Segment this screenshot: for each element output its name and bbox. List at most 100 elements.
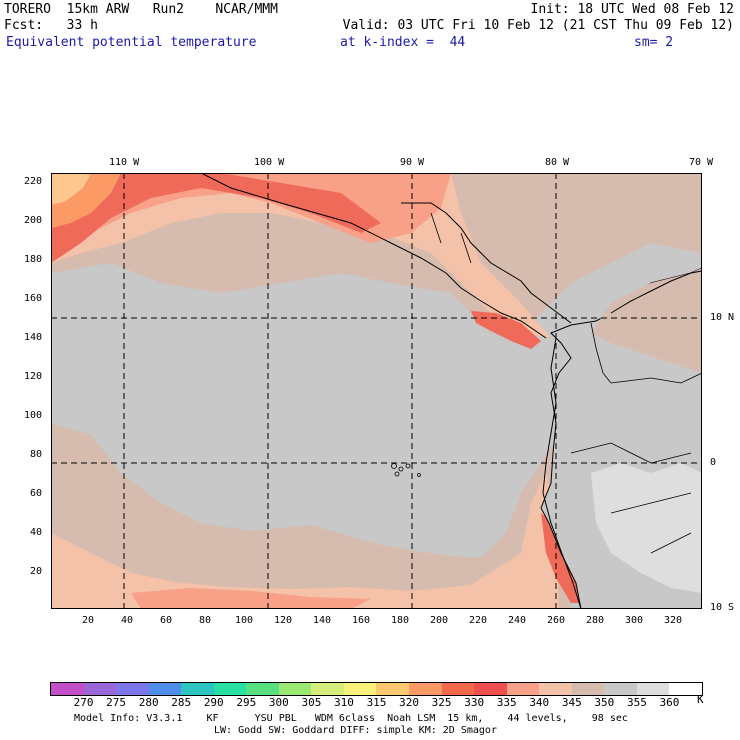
colorbar-label: 315 bbox=[366, 696, 387, 709]
colorbar-swatch bbox=[181, 683, 214, 695]
y-tick: 20 bbox=[30, 566, 43, 577]
colorbar-label: 310 bbox=[334, 696, 354, 709]
colorbar-swatch bbox=[148, 683, 182, 695]
country-borders bbox=[430, 212, 702, 554]
theta-e-map bbox=[51, 173, 702, 609]
colorbar-label: 280 bbox=[138, 696, 159, 709]
colorbar-swatch bbox=[539, 683, 572, 695]
smoothing: sm= 2 bbox=[634, 35, 674, 50]
lat-label-10n: 10 N bbox=[710, 312, 735, 323]
model-run-title: TORERO 15km ARW Run2 NCAR/MMM bbox=[4, 2, 278, 17]
far-south-warm bbox=[131, 588, 371, 609]
colorbar-label: 275 bbox=[106, 696, 127, 709]
south-america-warm-fringe bbox=[591, 268, 702, 373]
lat-label-0: 0 bbox=[710, 457, 717, 468]
colorbar-swatch bbox=[246, 683, 279, 695]
x-tick: 320 bbox=[664, 615, 683, 626]
colorbar-swatch bbox=[474, 683, 507, 695]
northern-330-band bbox=[51, 173, 381, 263]
andes-highland bbox=[591, 463, 702, 593]
colorbar-swatch bbox=[213, 683, 247, 695]
central-america-land bbox=[200, 173, 547, 339]
y-tick: 120 bbox=[24, 371, 43, 382]
x-tick: 40 bbox=[121, 615, 134, 626]
colorbar-swatch bbox=[376, 683, 410, 695]
x-tick: 200 bbox=[430, 615, 449, 626]
colorbar-swatch bbox=[278, 683, 312, 695]
x-tick: 80 bbox=[199, 615, 212, 626]
colorbar-label: 290 bbox=[203, 696, 224, 709]
colorbar-swatch bbox=[51, 683, 84, 695]
lon-label-70w: 70 W bbox=[689, 157, 714, 168]
y-tick: 80 bbox=[30, 449, 43, 460]
colorbar-label: 325 bbox=[431, 696, 452, 709]
colorbar-label: 355 bbox=[626, 696, 647, 709]
y-tick: 40 bbox=[30, 527, 43, 538]
physics-info: LW: Godd SW: Goddard DIFF: simple KM: 2D… bbox=[214, 725, 497, 736]
lon-label-110w: 110 W bbox=[109, 157, 140, 168]
lon-label-80w: 80 W bbox=[545, 157, 570, 168]
colorbar-swatch bbox=[669, 683, 702, 695]
colorbar-swatch bbox=[604, 683, 637, 695]
x-tick: 260 bbox=[547, 615, 566, 626]
lat-label-10s: 10 S bbox=[710, 602, 735, 613]
valid-time: Valid: 03 UTC Fri 10 Feb 12 (21 CST Thu … bbox=[342, 18, 734, 33]
x-tick: 120 bbox=[274, 615, 293, 626]
colorbar-unit: K bbox=[697, 693, 704, 706]
x-tick: 160 bbox=[352, 615, 371, 626]
init-time: Init: 18 UTC Wed 08 Feb 12 bbox=[530, 2, 735, 17]
colorbar-label: 285 bbox=[171, 696, 192, 709]
colorbar-swatch bbox=[311, 683, 344, 695]
x-tick: 140 bbox=[313, 615, 332, 626]
lat-lon-grid bbox=[51, 173, 702, 609]
x-tick: 280 bbox=[586, 615, 605, 626]
colorbar-swatch bbox=[636, 683, 670, 695]
colorbar-label: 270 bbox=[73, 696, 94, 709]
colorbar-label: 305 bbox=[301, 696, 322, 709]
y-tick: 180 bbox=[24, 254, 43, 265]
southern-warm-band bbox=[51, 423, 571, 609]
colorbar-label: 320 bbox=[399, 696, 419, 709]
colorbar-swatch bbox=[441, 683, 475, 695]
field-name: Equivalent potential temperature bbox=[6, 35, 257, 50]
colorbar-swatch bbox=[409, 683, 442, 695]
vertical-level: at k-index = 44 bbox=[340, 35, 466, 50]
ecuador-peru-coast bbox=[542, 337, 582, 609]
x-tick: 60 bbox=[160, 615, 173, 626]
colorbar-label: 335 bbox=[496, 696, 517, 709]
colorbar-label: 300 bbox=[268, 696, 289, 709]
x-tick: 300 bbox=[625, 615, 644, 626]
caribbean-coast bbox=[401, 202, 572, 324]
colorbar-swatch bbox=[506, 683, 540, 695]
y-tick: 140 bbox=[24, 332, 43, 343]
costa-rica-hotspot bbox=[471, 311, 541, 349]
lon-label-90w: 90 W bbox=[400, 157, 425, 168]
colorbar-swatch bbox=[571, 683, 605, 695]
y-tick: 160 bbox=[24, 293, 43, 304]
y-tick: 100 bbox=[24, 410, 43, 421]
colorbar-swatch bbox=[116, 683, 149, 695]
colorbar-label: 330 bbox=[464, 696, 485, 709]
forecast-hour: Fcst: 33 h bbox=[4, 18, 98, 33]
colorbar-label: 295 bbox=[236, 696, 257, 709]
colorbar-swatch bbox=[83, 683, 117, 695]
southern-warm-band-inner bbox=[51, 473, 559, 609]
y-tick: 60 bbox=[30, 488, 43, 499]
colombia-north-coast bbox=[610, 270, 702, 314]
x-tick: 240 bbox=[508, 615, 527, 626]
model-info: Model Info: V3.3.1 KF YSU PBL WDM 6class… bbox=[74, 713, 628, 724]
colorbar-label: 360 bbox=[659, 696, 680, 709]
galapagos-islands bbox=[391, 463, 421, 477]
x-tick: 20 bbox=[82, 615, 95, 626]
colorbar-label: 340 bbox=[529, 696, 550, 709]
lon-label-100w: 100 W bbox=[254, 157, 285, 168]
x-tick: 100 bbox=[235, 615, 254, 626]
map-frame bbox=[51, 173, 702, 609]
y-tick: 200 bbox=[24, 215, 43, 226]
peru-coastal-warm bbox=[541, 513, 581, 603]
northwest-hot-center bbox=[51, 173, 91, 205]
x-tick: 180 bbox=[391, 615, 410, 626]
colorbar-label: 350 bbox=[594, 696, 615, 709]
colorbar bbox=[50, 682, 703, 696]
